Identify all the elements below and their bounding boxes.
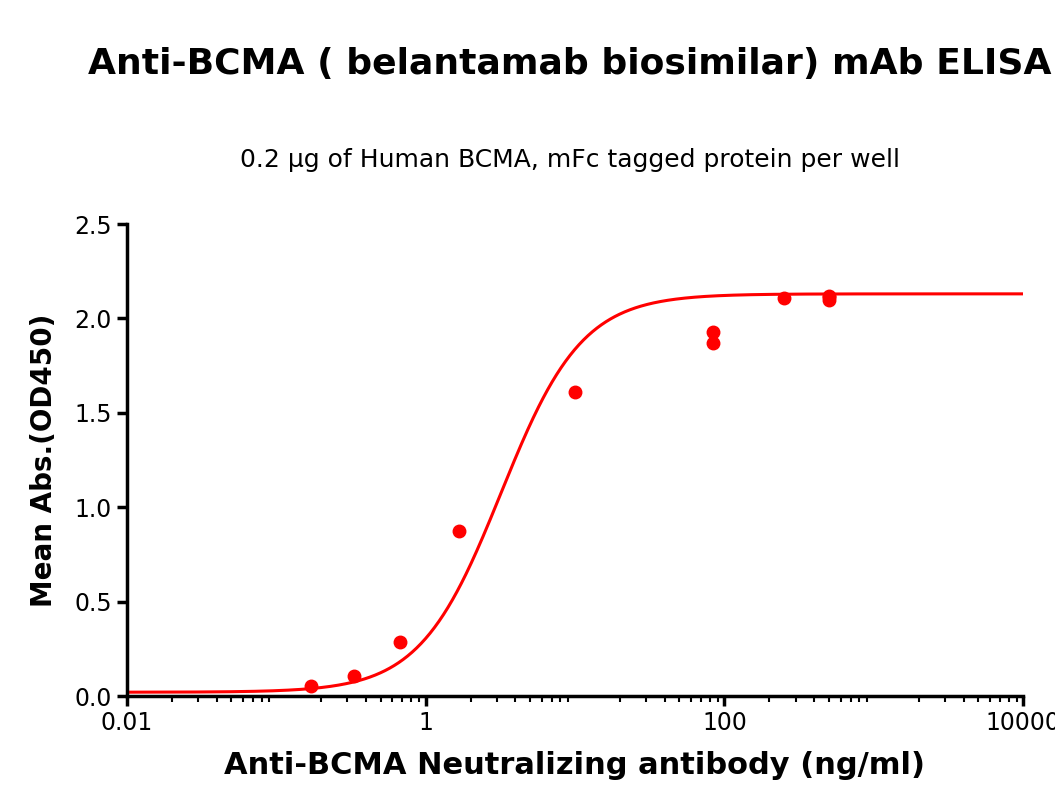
- X-axis label: Anti-BCMA Neutralizing antibody (ng/ml): Anti-BCMA Neutralizing antibody (ng/ml): [225, 751, 925, 780]
- Text: 0.2 μg of Human BCMA, mFc tagged protein per well: 0.2 μg of Human BCMA, mFc tagged protein…: [239, 148, 900, 172]
- Text: Anti-BCMA ( belantamab biosimilar) mAb ELISA: Anti-BCMA ( belantamab biosimilar) mAb E…: [88, 47, 1052, 81]
- Y-axis label: Mean Abs.(OD450): Mean Abs.(OD450): [30, 314, 58, 606]
